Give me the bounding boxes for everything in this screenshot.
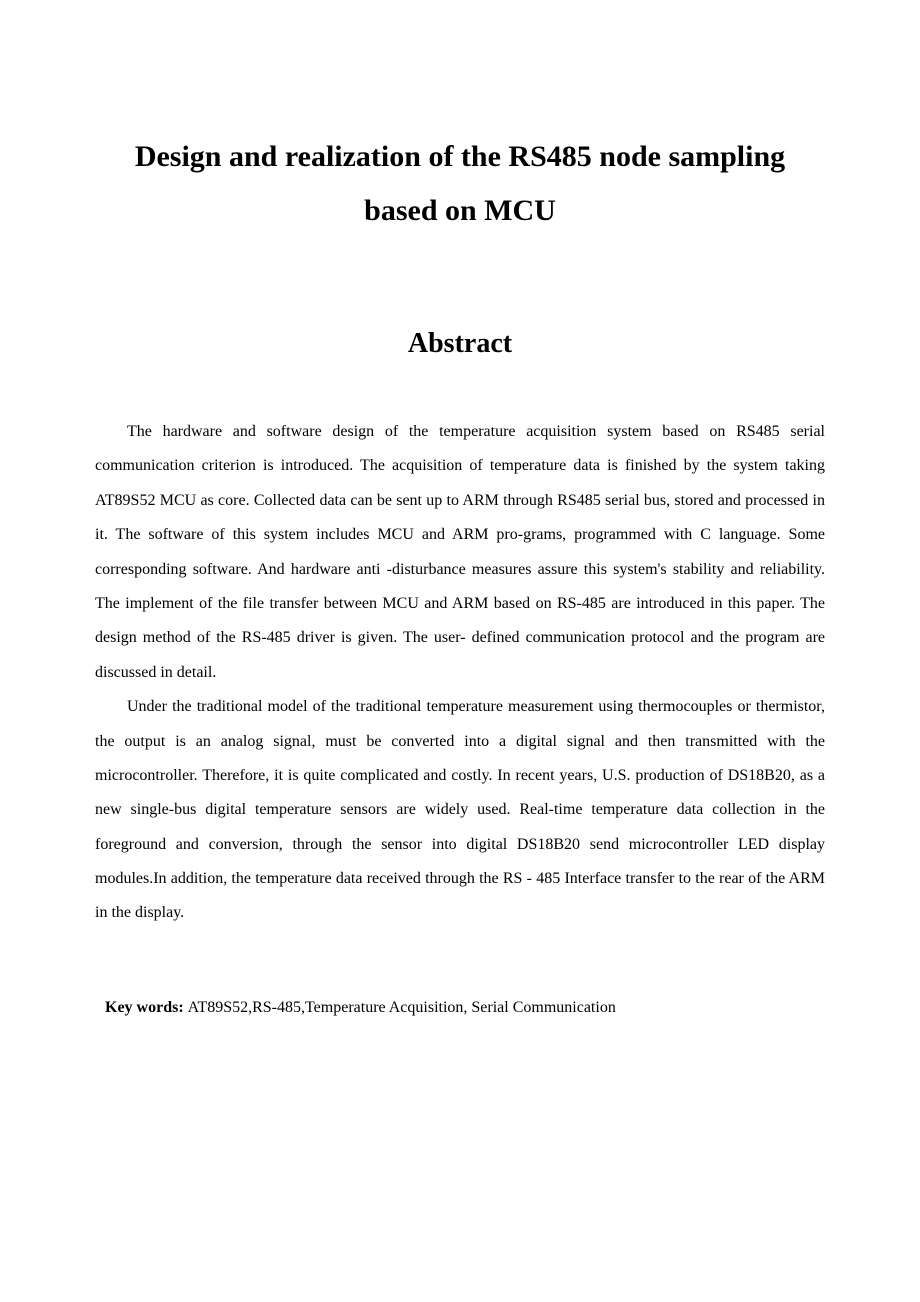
abstract-paragraph-1: The hardware and software design of the … (95, 415, 825, 690)
document-title: Design and realization of the RS485 node… (95, 130, 825, 238)
keywords-label: Key words: (105, 999, 188, 1016)
abstract-body: The hardware and software design of the … (95, 415, 825, 931)
keywords-value: AT89S52,RS-485,Temperature Acquisition, … (188, 999, 616, 1016)
abstract-heading: Abstract (95, 328, 825, 360)
abstract-paragraph-2: Under the traditional model of the tradi… (95, 690, 825, 931)
keywords-section: Key words: AT89S52,RS-485,Temperature Ac… (105, 991, 825, 1025)
